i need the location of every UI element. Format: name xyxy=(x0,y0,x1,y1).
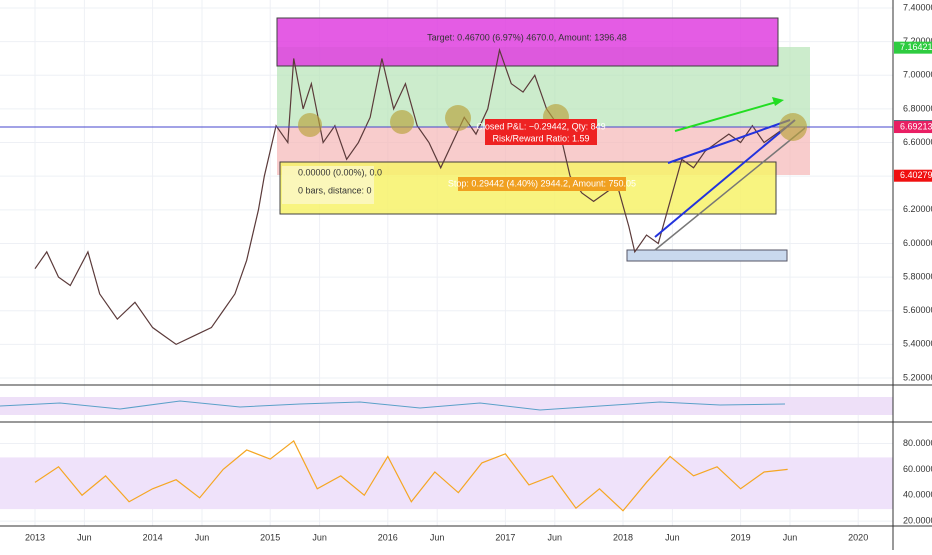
osc-layer xyxy=(0,440,893,512)
target-label: Target: 0.46700 (6.97%) 4670.0, Amount: … xyxy=(427,32,627,42)
y-tick-label: 20.0000 xyxy=(903,515,932,525)
trend-line xyxy=(667,119,791,164)
x-tick-label: 2018 xyxy=(613,532,633,542)
y-tick-label: 6.20000 xyxy=(903,204,932,214)
y-tick-label: 5.60000 xyxy=(903,305,932,315)
target-box xyxy=(276,17,779,67)
price-badge-label: 6.40279 xyxy=(900,170,932,180)
x-tick-label: Jun xyxy=(665,532,680,542)
x-tick-label: 2015 xyxy=(260,532,280,542)
pnl-bg xyxy=(485,119,597,145)
x-tick-label: Jun xyxy=(195,532,210,542)
price-badge xyxy=(894,169,932,182)
y-tick-label: 5.20000 xyxy=(903,372,932,382)
x-tick-label: Jun xyxy=(548,532,563,542)
y-tick-label: 40.0000 xyxy=(903,490,932,500)
osc-band xyxy=(0,457,893,510)
price-badge xyxy=(894,41,932,54)
x-tick-label: 2017 xyxy=(495,532,515,542)
y-tick-label: 6.00000 xyxy=(903,238,932,248)
y-tick-label: 5.40000 xyxy=(903,339,932,349)
y-tick-label: 7.00000 xyxy=(903,70,932,80)
price-badge-label: 7.16421 xyxy=(900,42,932,52)
arrow xyxy=(674,100,781,132)
highlights xyxy=(298,104,807,141)
osc-line xyxy=(34,440,788,512)
stop-label: Stop: 0.29442 (4.40%) 2944.2, Amount: 75… xyxy=(448,178,636,188)
bars-label: 0 bars, distance: 0 xyxy=(298,185,372,195)
osc1-line xyxy=(0,400,786,411)
pnl-label: Closed P&L: −0.29442, Qty: 849 xyxy=(476,121,605,131)
price-badge xyxy=(894,121,932,134)
x-tick-label: Jun xyxy=(430,532,445,542)
y-tick-label: 7.40000 xyxy=(903,2,932,12)
axes: 2013 Jun 2014 Jun 2015 Jun 2016 Jun 2017 Jun 2018 J… xyxy=(25,2,932,542)
trend-line xyxy=(654,127,806,251)
x-tick-label: 2014 xyxy=(143,532,163,542)
y-tick-label: 60.0000 xyxy=(903,464,932,474)
y-tick-label: 6.80000 xyxy=(903,103,932,113)
measure-bg xyxy=(282,166,374,204)
x-tick-label: Jun xyxy=(783,532,798,542)
x-tick-label: 2016 xyxy=(378,532,398,542)
y-tick-label: 5.80000 xyxy=(903,271,932,281)
price-layer xyxy=(34,47,788,346)
y-tick-label: 6.60000 xyxy=(903,137,932,147)
measure-label: 0.00000 (0.00%), 0.0 xyxy=(298,167,382,177)
x-tick-label: 2019 xyxy=(731,532,751,542)
x-tick-label: Jun xyxy=(312,532,327,542)
x-tick-label: 2020 xyxy=(848,532,868,542)
ratio-label: Risk/Reward Ratio: 1.59 xyxy=(492,133,589,143)
arrow-head xyxy=(772,97,784,106)
price-line xyxy=(34,47,788,346)
x-tick-label: Jun xyxy=(77,532,92,542)
stop-bg xyxy=(458,177,626,191)
trend-line xyxy=(654,119,796,238)
y-tick-label: 7.20000 xyxy=(903,36,932,46)
y-tick-label: 80.0000 xyxy=(903,438,932,448)
range-box xyxy=(626,249,788,262)
x-tick-label: 2013 xyxy=(25,532,45,542)
price-badge-label: 6.69213 xyxy=(900,121,932,131)
